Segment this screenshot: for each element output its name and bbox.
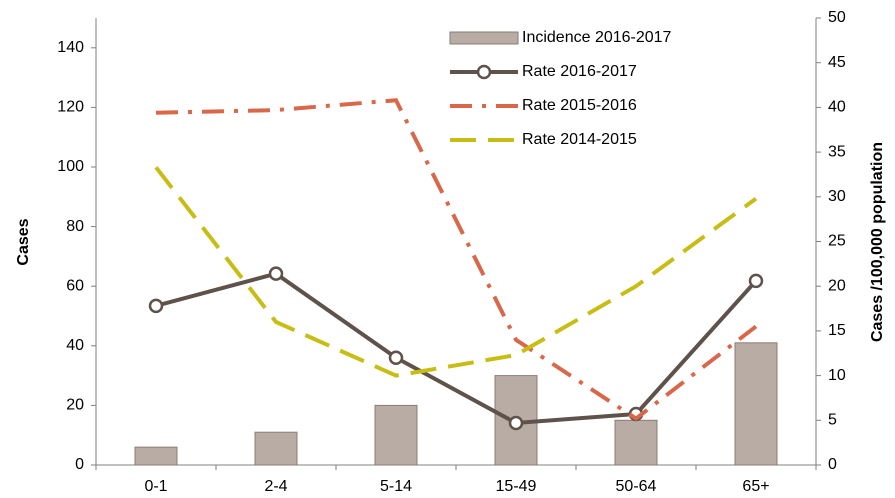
point xyxy=(388,350,404,365)
legend-label: Rate 2014-2015 xyxy=(522,131,637,148)
x-tick-label: 50-64 xyxy=(616,478,657,495)
bar xyxy=(134,446,178,466)
y2-tick-label: 15 xyxy=(828,322,846,339)
y-tick-label: 100 xyxy=(57,158,84,175)
legend-swatch xyxy=(449,31,519,45)
y2-tick-label: 50 xyxy=(828,9,846,26)
bar xyxy=(734,342,778,466)
y2-tick-label: 45 xyxy=(828,54,846,71)
y2-tick-label: 25 xyxy=(828,233,846,250)
line xyxy=(155,98,758,421)
x-tick-label: 65+ xyxy=(742,478,769,495)
y-tick-label: 120 xyxy=(57,99,84,116)
bar xyxy=(614,419,658,466)
y-tick-label: 80 xyxy=(66,218,84,235)
y-tick-label: 20 xyxy=(66,397,84,414)
point xyxy=(748,273,764,289)
y2-tick-label: 20 xyxy=(828,277,846,294)
y2-tick-label: 10 xyxy=(828,367,846,384)
legend-label: Incidence 2016-2017 xyxy=(522,29,672,46)
y-tick-label: 40 xyxy=(66,337,84,354)
y2-tick-label: 5 xyxy=(828,412,837,429)
x-tick-label: 15-49 xyxy=(496,478,537,495)
point xyxy=(508,415,524,431)
bar xyxy=(374,404,418,466)
point xyxy=(148,298,164,314)
legend-marker xyxy=(476,64,492,80)
y2-tick-label: 0 xyxy=(828,456,837,473)
y2-axis-title: Cases /100,000 population xyxy=(869,142,886,342)
y-tick-label: 60 xyxy=(66,277,84,294)
point xyxy=(268,266,284,281)
line xyxy=(155,271,758,426)
legend-label: Rate 2016-2017 xyxy=(522,63,637,80)
x-tick-label: 0-1 xyxy=(144,478,167,495)
y-tick-label: 140 xyxy=(57,39,84,56)
y2-tick-label: 40 xyxy=(828,99,846,116)
y2-tick-label: 30 xyxy=(828,188,846,205)
x-tick-label: 2-4 xyxy=(264,478,287,495)
y-axis-title: Cases xyxy=(15,218,32,265)
y2-tick-label: 35 xyxy=(828,143,846,160)
bar xyxy=(254,431,298,466)
y-tick-label: 0 xyxy=(75,456,84,473)
line xyxy=(154,166,758,378)
legend-label: Rate 2015-2016 xyxy=(522,97,637,114)
x-tick-label: 5-14 xyxy=(380,478,412,495)
